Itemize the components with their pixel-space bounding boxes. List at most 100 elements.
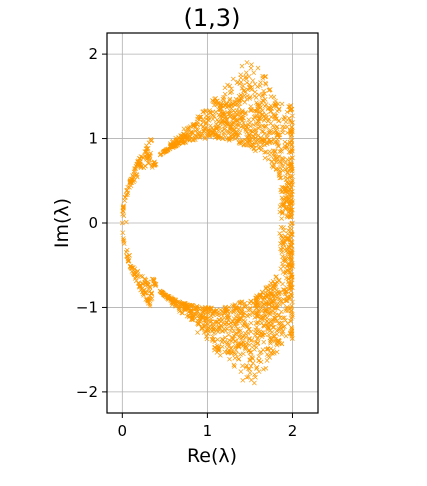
data-point-944	[263, 365, 269, 371]
data-point-1430	[272, 333, 277, 339]
data-point-1681	[211, 324, 216, 329]
data-point-1245	[263, 300, 269, 306]
data-point-1858	[287, 200, 293, 206]
data-point-1989	[149, 163, 155, 169]
data-point-68	[247, 342, 253, 348]
data-point-1109	[259, 334, 265, 339]
data-point-1645	[260, 91, 266, 97]
data-point-1887	[287, 166, 293, 172]
data-point-1508	[274, 303, 279, 309]
data-point-1370	[286, 236, 291, 241]
data-point-1848	[288, 180, 294, 185]
data-point-1643	[245, 134, 251, 139]
data-point-1467	[211, 337, 217, 342]
data-point-1384	[227, 96, 233, 102]
data-point-1606	[240, 323, 246, 329]
data-point-181	[279, 184, 285, 190]
data-point-669	[278, 321, 283, 326]
data-point-1748	[187, 138, 192, 143]
data-point-868	[254, 324, 259, 330]
data-point-1842	[289, 143, 294, 148]
data-point-1482	[247, 95, 253, 101]
data-point-252	[246, 326, 252, 332]
data-point-1417	[236, 104, 242, 110]
data-point-1853	[287, 233, 293, 239]
data-point-809	[274, 274, 279, 279]
data-point-1147	[229, 102, 235, 107]
data-point-1354	[195, 114, 201, 120]
data-point-404	[277, 231, 283, 236]
data-point-1656	[216, 320, 222, 326]
data-point-948	[157, 152, 163, 158]
data-point-579	[263, 81, 269, 87]
data-point-1575	[210, 98, 215, 103]
data-point-1870	[288, 184, 294, 190]
data-point-919	[290, 299, 295, 305]
data-point-2004	[122, 195, 128, 200]
data-point-754	[285, 228, 291, 233]
data-point-1609	[266, 305, 272, 311]
data-point-1415	[138, 164, 144, 169]
data-point-1778	[288, 102, 294, 108]
data-point-1076	[279, 216, 285, 221]
data-point-1603	[232, 331, 238, 337]
data-point-1629	[222, 335, 228, 340]
data-point-1826	[289, 314, 295, 319]
data-point-1715	[143, 163, 148, 169]
data-point-455	[255, 142, 261, 148]
data-point-1582	[216, 344, 222, 349]
data-point-1006	[165, 147, 171, 153]
data-point-1170	[199, 306, 205, 312]
data-point-1664	[177, 309, 182, 314]
data-point-1405	[218, 120, 224, 125]
data-point-1860	[288, 150, 294, 155]
data-point-269	[274, 305, 280, 311]
data-point-483	[256, 125, 262, 131]
data-point-1738	[268, 296, 274, 302]
data-point-1553	[157, 288, 163, 294]
data-point-1628	[240, 83, 246, 88]
data-point-1673	[265, 323, 271, 329]
data-point-1459	[242, 346, 248, 352]
data-point-1437	[272, 116, 278, 122]
data-point-1180	[143, 277, 149, 283]
data-point-1425	[206, 118, 212, 123]
data-point-985	[263, 307, 268, 312]
data-point-1883	[288, 213, 294, 219]
data-point-557	[283, 298, 289, 304]
data-point-1479	[267, 128, 272, 134]
data-point-1447	[179, 310, 185, 316]
data-point-715	[259, 128, 265, 134]
data-point-1403	[223, 304, 228, 310]
data-point-1249	[238, 341, 244, 347]
data-point-1033	[281, 196, 286, 202]
data-point-1537	[282, 254, 288, 260]
data-point-1624	[264, 352, 270, 357]
data-point-1523	[267, 335, 273, 341]
data-point-335	[200, 119, 206, 125]
x-tick-label-0: 0	[118, 422, 128, 440]
data-point-1710	[267, 354, 273, 360]
data-point-728	[254, 364, 260, 370]
data-point-695	[245, 122, 251, 127]
data-point-884	[247, 357, 253, 363]
data-point-1640	[213, 126, 219, 132]
data-point-1173	[263, 112, 269, 118]
data-point-1134	[270, 164, 276, 170]
y-tick-label-2: 0	[88, 214, 98, 232]
data-point-1605	[239, 335, 244, 341]
data-point-1662	[146, 286, 152, 292]
data-point-1626	[240, 125, 246, 131]
data-point-1244	[282, 189, 288, 195]
data-point-1562	[260, 347, 266, 353]
data-point-1843	[289, 120, 295, 126]
data-point-1744	[279, 238, 285, 243]
y-tick-label-4: 2	[88, 45, 98, 63]
data-point-1885	[289, 257, 295, 263]
data-point-1380	[216, 107, 221, 112]
data-point-1544	[280, 328, 286, 334]
data-point-264	[263, 102, 269, 107]
data-point-1450	[243, 76, 249, 82]
data-point-1263	[193, 133, 199, 139]
data-point-1480	[205, 327, 211, 332]
